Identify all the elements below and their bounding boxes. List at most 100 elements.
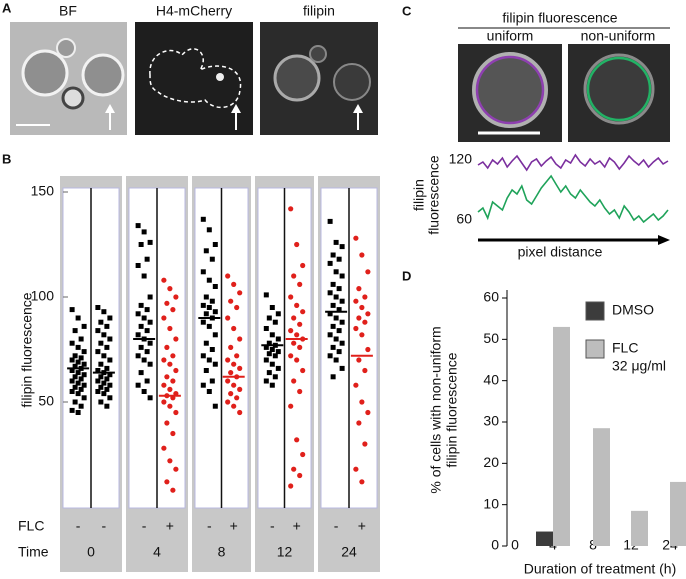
dot [167,361,173,367]
dot [297,344,303,350]
dot [141,315,147,321]
dot [138,344,144,350]
dot [225,399,231,405]
dot [75,359,81,365]
dot [203,294,209,300]
dot [161,315,167,321]
bar [593,428,610,546]
dot [75,391,81,397]
dot [297,472,303,479]
dot [333,269,339,275]
dot [147,319,153,325]
y-tick-label: 20 [483,454,499,470]
image-label: BF [59,3,77,19]
dot [173,367,179,374]
dot [200,382,206,388]
line-chart: filipin fluorescence 60 120 pixel distance [411,151,670,260]
dot [231,403,237,409]
dot [339,340,345,346]
y-axis-label: fluorescence [426,155,442,235]
legend-label: DMSO [612,302,654,318]
flc-label: - [76,518,81,534]
dot [147,395,153,401]
dot [206,277,212,283]
dot [170,378,176,384]
time-label: 24 [341,544,357,560]
dot [266,351,272,357]
dot [209,256,215,262]
dot [353,298,359,304]
time-label: 8 [218,544,226,560]
dot [330,374,336,380]
panel-label: C [402,3,412,18]
dot [144,328,150,334]
dot [275,365,281,371]
dot [333,357,339,363]
time-label: 0 [87,544,95,560]
dot [75,344,81,350]
x-tick-label: 0 [511,537,519,553]
flc-label: + [166,518,174,534]
non-uniform-image [568,44,670,142]
dot [75,370,81,376]
dot [69,368,75,373]
dot [327,353,333,359]
dot [144,378,150,384]
dot [167,386,173,392]
dot [135,311,141,317]
dot [167,286,173,292]
y-axis-label: filipin fluorescence [444,352,460,467]
dot [330,323,336,329]
dot [234,304,240,311]
dot [356,357,362,363]
legend-swatch [585,339,605,359]
dot [101,332,107,338]
dot [291,378,297,384]
dot [101,309,107,315]
dot [336,286,342,292]
dot [138,323,144,329]
dot [263,292,269,298]
panel-title: filipin fluorescence [502,10,617,26]
dot [234,353,240,359]
dot [104,386,110,392]
flc-label: - [270,518,275,534]
dot [266,315,272,321]
dot [203,248,209,254]
dot [333,336,339,342]
dot [228,344,234,350]
dot [141,357,147,363]
time-label: 12 [277,544,293,560]
y-tick-label: 30 [483,413,499,429]
dot [98,384,104,390]
dot [294,241,300,248]
dot [78,355,84,361]
dot [272,319,278,325]
dot [212,332,218,338]
dot [200,216,206,222]
y-tick-label: 150 [31,183,55,199]
image-label: non-uniform [581,28,656,44]
dot [353,325,359,332]
dot [101,380,107,386]
y-tick-label: 10 [483,495,499,511]
uniform-image [458,44,562,142]
dot [209,378,215,384]
dot [104,344,110,350]
dot [333,315,339,321]
dot [81,382,87,388]
dot [288,483,294,489]
dot [291,273,297,279]
dot [98,374,104,380]
dot [98,319,104,325]
dot [269,332,275,338]
y-axis-label: % of cells with non-uniform [428,326,444,493]
legend-swatch [585,301,605,321]
flc-label: + [293,518,301,534]
dot [225,273,231,279]
dot [72,353,78,359]
image-label: filipin [303,3,335,19]
dot [300,451,306,458]
y-axis-label: filipin [411,179,427,211]
